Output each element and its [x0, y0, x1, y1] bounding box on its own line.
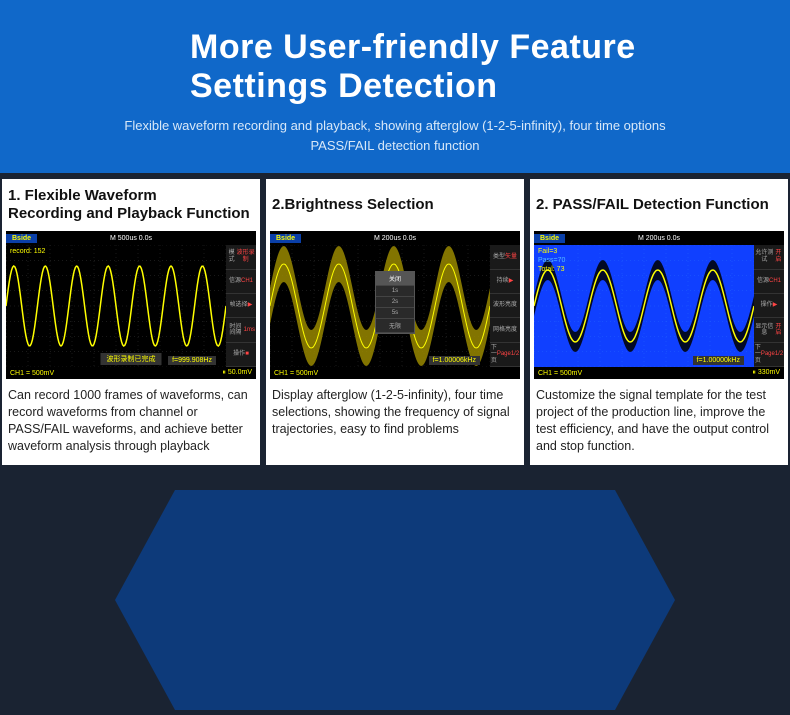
scope-trigger-label: ⏸ 330mV — [752, 369, 780, 377]
scope-menu-item: 操作▶ — [754, 294, 784, 318]
scope-menu-item: 操作■ — [226, 343, 256, 367]
decorative-polygon — [115, 490, 675, 710]
scope-timebase: M 500us 0.0s — [110, 235, 152, 242]
scope-popup-item: 5s — [376, 308, 414, 319]
scope-channel-label: CH1 = 500mV — [274, 370, 318, 377]
oscilloscope-screenshot: Bside M 200us 0.0s类型矢量持续▶波形亮度网格亮度下一页Page… — [270, 231, 520, 379]
card-description: Customize the signal template for the te… — [530, 379, 788, 465]
scope-logo: Bside — [534, 234, 565, 243]
oscilloscope-screenshot: Bside M 200us 0.0s允许测试开启信源CH1操作▶显示信息开启下一… — [534, 231, 784, 379]
scope-trigger-label: ⏸ 50.0mV — [222, 369, 252, 377]
scope-menu-item: 持续▶ — [490, 270, 520, 294]
scope-menu-item: 显示信息开启 — [754, 318, 784, 342]
card-description: Display afterglow (1-2-5-infinity), four… — [266, 379, 524, 448]
feature-cards-row: 1. Flexible WaveformRecording and Playba… — [0, 173, 790, 465]
scope-topbar: Bside M 200us 0.0s — [270, 231, 520, 245]
scope-popup-item: 关闭 — [376, 272, 414, 286]
scope-menu-item: 模式波形录制 — [226, 245, 256, 269]
scope-channel-label: CH1 = 500mV — [538, 370, 582, 377]
scope-topbar: Bside M 200us 0.0s — [534, 231, 784, 245]
scope-menu-item: 下一页Page1/2 — [490, 343, 520, 367]
scope-menu-item: 波形亮度 — [490, 294, 520, 318]
scope-menu-item: 时间间隔1ms — [226, 318, 256, 342]
scope-popup-item: 1s — [376, 286, 414, 297]
hero-subtitle-1: Flexible waveform recording and playback… — [20, 116, 770, 136]
card-description: Can record 1000 frames of waveforms, can… — [2, 379, 260, 465]
scope-plot — [6, 245, 226, 367]
card-title: 2.Brightness Selection — [266, 179, 524, 231]
hero-title: More User-friendly Feature Settings Dete… — [20, 28, 770, 106]
scope-plot — [534, 245, 754, 367]
scope-menu-item: 类型矢量 — [490, 245, 520, 269]
scope-overlay-text: record: 152 — [10, 247, 45, 256]
card-title: 1. Flexible WaveformRecording and Playba… — [2, 179, 260, 231]
scope-logo: Bside — [270, 234, 301, 243]
hero-subtitle-2: PASS/FAIL detection function — [20, 136, 770, 156]
scope-side-menu: 允许测试开启信源CH1操作▶显示信息开启下一页Page1/2 — [754, 245, 784, 367]
scope-timebase: M 200us 0.0s — [638, 235, 680, 242]
scope-popup-item: 无限 — [376, 319, 414, 333]
scope-bottom-bar: CH1 = 500mV ⏸ 330mV — [534, 367, 784, 379]
hero-title-line1: More User-friendly Feature — [190, 28, 636, 66]
scope-channel-label: CH1 = 500mV — [10, 370, 54, 377]
card-title: 2. PASS/FAIL Detection Function — [530, 179, 788, 231]
scope-frequency-readout: f=1.00000kHz — [693, 356, 744, 365]
scope-timebase: M 200us 0.0s — [374, 235, 416, 242]
hero-banner: More User-friendly Feature Settings Dete… — [0, 0, 790, 173]
scope-frequency-readout: f=999.908Hz — [168, 356, 216, 365]
scope-bottom-bar: CH1 = 500mV — [270, 367, 520, 379]
feature-card: 1. Flexible WaveformRecording and Playba… — [2, 179, 260, 465]
scope-menu-item: 允许测试开启 — [754, 245, 784, 269]
scope-topbar: Bside M 500us 0.0s — [6, 231, 256, 245]
scope-side-menu: 类型矢量持续▶波形亮度网格亮度下一页Page1/2 — [490, 245, 520, 367]
hero-title-line2: Settings Detection — [190, 67, 497, 105]
scope-menu-item: 信源CH1 — [754, 270, 784, 294]
scope-popup-item: 2s — [376, 297, 414, 308]
scope-logo: Bside — [6, 234, 37, 243]
scope-side-menu: 模式波形录制信源CH1帧选择▶时间间隔1ms操作■ — [226, 245, 256, 367]
scope-menu-item: 帧选择▶ — [226, 294, 256, 318]
feature-card: 2.Brightness SelectionBside M 200us 0.0s… — [266, 179, 524, 465]
scope-frequency-readout: f=1.00006kHz — [429, 356, 480, 365]
scope-menu-item: 下一页Page1/2 — [754, 343, 784, 367]
oscilloscope-screenshot: Bside M 500us 0.0s模式波形录制信源CH1帧选择▶时间间隔1ms… — [6, 231, 256, 379]
scope-menu-item: 网格亮度 — [490, 318, 520, 342]
scope-popup-menu: 关闭1s2s5s无限 — [375, 271, 415, 334]
scope-overlay-text: Fail=3Pass=70Total: 73 — [538, 247, 565, 274]
feature-card: 2. PASS/FAIL Detection FunctionBside M 2… — [530, 179, 788, 465]
scope-menu-item: 信源CH1 — [226, 270, 256, 294]
scope-bottom-bar: CH1 = 500mV ⏸ 50.0mV — [6, 367, 256, 379]
scope-record-status: 波形录制已完成 — [101, 353, 162, 365]
